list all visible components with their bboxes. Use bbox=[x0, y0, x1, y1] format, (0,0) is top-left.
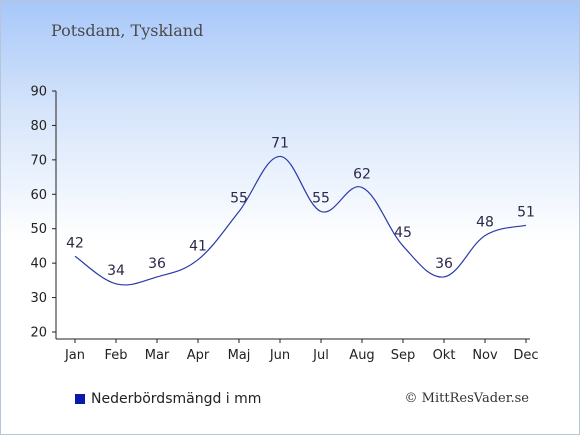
y-tick-label: 50 bbox=[30, 222, 47, 237]
data-label: 42 bbox=[66, 235, 84, 251]
data-label: 55 bbox=[312, 191, 330, 207]
legend-label: Nederbördsmängd i mm bbox=[91, 391, 262, 407]
x-tick-label: Dec bbox=[513, 348, 538, 363]
site-credit: © MittResVader.se bbox=[404, 391, 529, 406]
data-label: 51 bbox=[517, 204, 535, 220]
y-tick-label: 70 bbox=[30, 153, 47, 168]
x-tick-label: Jul bbox=[312, 348, 329, 363]
chart-axes: 20 30 40 50 60 70 80 90 Jan Feb Mar Apr Maj Jun Jul Aug… bbox=[30, 85, 538, 364]
y-tick-label: 60 bbox=[30, 188, 47, 203]
legend: Nederbördsmängd i mm bbox=[75, 391, 261, 407]
data-label: 34 bbox=[107, 263, 125, 279]
x-tick-label: Feb bbox=[104, 348, 127, 363]
x-tick-label: Mar bbox=[145, 348, 170, 363]
data-label: 48 bbox=[476, 215, 494, 231]
x-tick-label: Okt bbox=[433, 348, 456, 363]
x-tick-label: Jun bbox=[269, 348, 290, 363]
y-tick-label: 30 bbox=[30, 291, 47, 306]
y-tick-label: 40 bbox=[30, 257, 47, 272]
series-line bbox=[74, 155, 527, 286]
data-label: 36 bbox=[148, 256, 166, 272]
x-tick-label: Apr bbox=[187, 348, 210, 363]
data-label: 45 bbox=[394, 225, 412, 241]
data-label: 41 bbox=[189, 239, 207, 255]
data-label: 55 bbox=[230, 191, 248, 207]
y-tick-label: 90 bbox=[30, 85, 47, 100]
x-tick-label: Maj bbox=[228, 348, 251, 363]
data-label: 36 bbox=[435, 256, 453, 272]
legend-swatch bbox=[75, 394, 85, 404]
chart-marks: 42 34 36 41 55 71 55 62 45 36 48 51 bbox=[66, 135, 535, 286]
x-tick-label: Aug bbox=[349, 348, 374, 363]
x-tick-label: Jan bbox=[64, 348, 85, 363]
location-title: Potsdam, Tyskland bbox=[51, 21, 204, 40]
x-tick-label: Nov bbox=[472, 348, 498, 363]
x-tick-label: Sep bbox=[391, 348, 416, 363]
y-tick-label: 20 bbox=[30, 326, 47, 341]
y-tick-label: 80 bbox=[30, 119, 47, 134]
data-label: 62 bbox=[353, 166, 371, 182]
data-label: 71 bbox=[271, 135, 289, 151]
